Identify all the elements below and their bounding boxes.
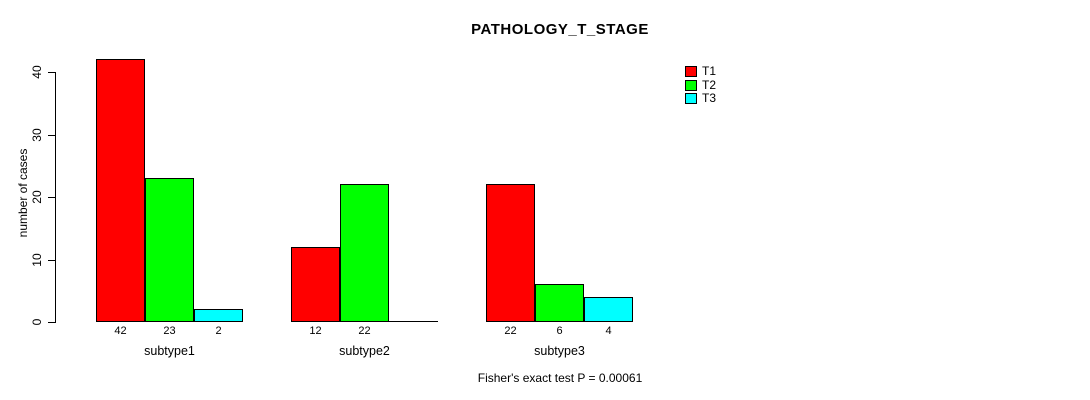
y-axis-tick [48, 197, 55, 198]
bar-zero-height [389, 321, 438, 322]
legend-item: T3 [685, 92, 716, 106]
chart-title: PATHOLOGY_T_STAGE [471, 21, 649, 38]
bar [194, 309, 243, 322]
category-label: subtype3 [534, 344, 585, 358]
bar-value-label: 12 [309, 325, 322, 337]
bar [145, 178, 194, 322]
bar [291, 247, 340, 322]
legend-label: T3 [702, 91, 717, 106]
y-axis-tick [48, 260, 55, 261]
y-axis-tick-label: 0 [30, 318, 44, 326]
category-label: subtype2 [339, 344, 390, 358]
bar-value-label: 2 [215, 325, 222, 337]
bar [584, 297, 633, 322]
bar [96, 59, 145, 322]
bar-value-label: 4 [605, 325, 612, 337]
y-axis-tick [48, 135, 55, 136]
y-axis-tick-label: 40 [30, 65, 44, 79]
bar-value-label: 22 [358, 325, 371, 337]
y-axis-tick [48, 322, 55, 323]
bar-value-label: 42 [114, 325, 127, 337]
bar-value-label: 22 [504, 325, 517, 337]
bar-value-label: 23 [163, 325, 176, 337]
bar [486, 184, 535, 322]
annotation-fisher-test: Fisher's exact test P = 0.00061 [477, 371, 643, 385]
y-axis-tick-label: 10 [30, 253, 44, 267]
legend-label: T2 [702, 77, 717, 92]
category-label: subtype1 [144, 344, 195, 358]
y-axis-tick [48, 72, 55, 73]
legend-item: T1 [685, 65, 716, 79]
legend-swatch [685, 93, 697, 105]
y-axis-tick-label: 20 [30, 190, 44, 204]
bar-value-label: 6 [556, 325, 563, 337]
bar [340, 184, 389, 322]
y-axis-line [55, 72, 56, 323]
legend: T1 T2 T3 [685, 65, 716, 106]
y-axis-tick-label: 30 [30, 128, 44, 142]
bar [535, 284, 584, 322]
legend-swatch [685, 79, 697, 91]
legend-swatch [685, 66, 697, 78]
legend-label: T1 [702, 64, 717, 79]
legend-item: T2 [685, 77, 717, 93]
